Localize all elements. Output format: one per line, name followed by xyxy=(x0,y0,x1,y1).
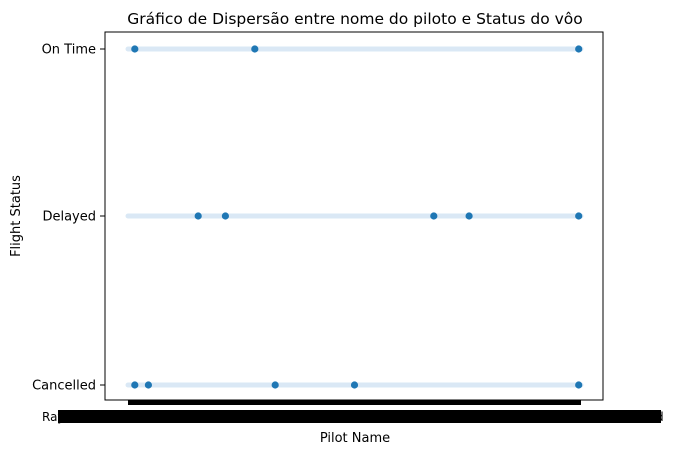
data-point xyxy=(131,45,139,53)
data-point xyxy=(144,381,152,389)
x-tick-marks xyxy=(128,400,581,405)
x-axis-tick-band: Ray d xyxy=(42,400,664,424)
data-point xyxy=(575,381,583,389)
data-points xyxy=(131,45,583,389)
data-point xyxy=(430,212,438,220)
data-point xyxy=(465,212,473,220)
y-tick-label: On Time xyxy=(42,43,96,58)
y-tick-label: Delayed xyxy=(42,210,96,225)
data-point xyxy=(350,381,359,389)
y-tick-label: Cancelled xyxy=(32,379,96,394)
x-tick-label-last: d xyxy=(656,410,664,424)
x-axis-label: Pilot Name xyxy=(320,431,390,446)
data-point xyxy=(251,45,259,53)
x-tick-label-first: Ray xyxy=(42,410,65,424)
data-point xyxy=(194,212,202,220)
chart-title: Gráfico de Dispersão entre nome do pilot… xyxy=(127,10,583,28)
data-point xyxy=(575,45,583,53)
data-point xyxy=(575,212,583,220)
y-axis-label: Flight Status xyxy=(9,175,24,257)
data-point xyxy=(271,381,279,389)
y-axis-ticks: Cancelled Delayed On Time xyxy=(32,43,105,394)
x-tick-labels-overlap xyxy=(58,410,661,423)
data-point xyxy=(131,381,139,389)
data-point xyxy=(221,212,229,220)
